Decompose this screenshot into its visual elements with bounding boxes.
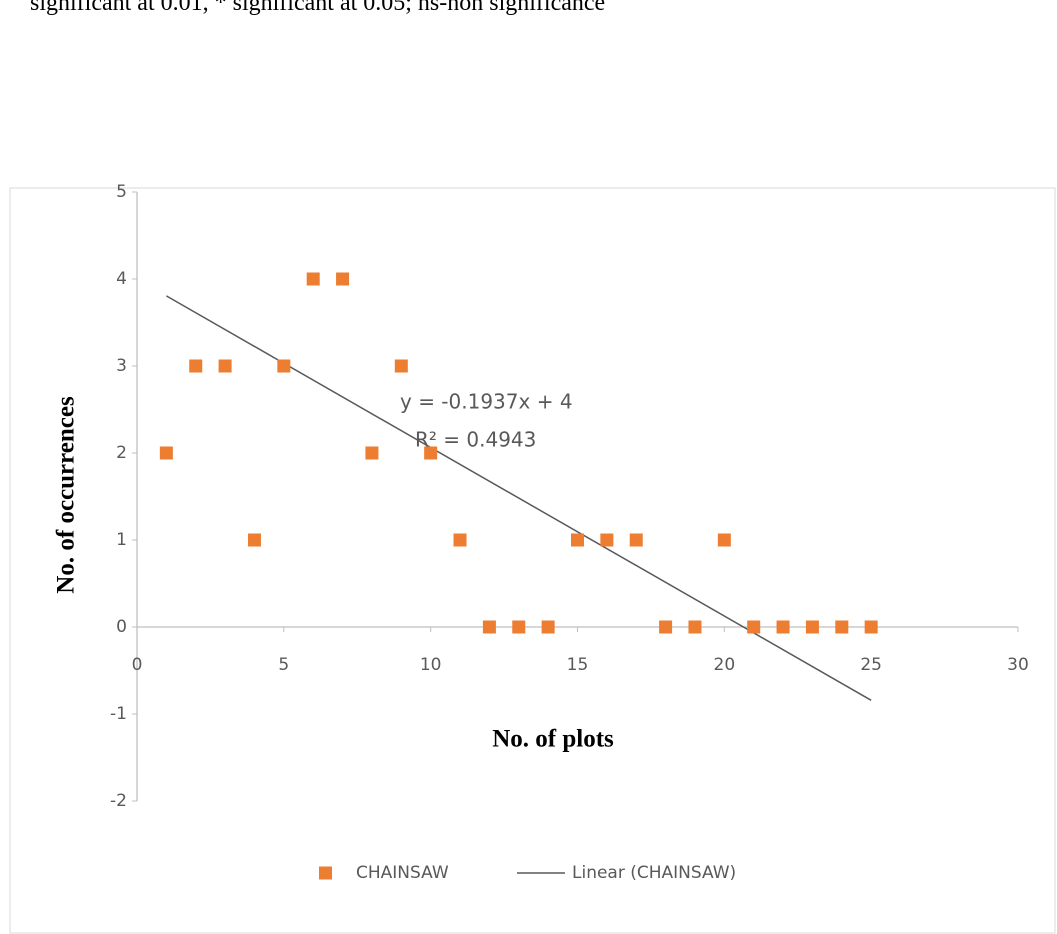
point <box>600 533 614 547</box>
point <box>306 272 320 286</box>
point <box>424 446 438 460</box>
y-tick-label: 4 <box>116 269 127 289</box>
point <box>688 620 702 634</box>
point <box>629 533 643 547</box>
y-tick-label: 1 <box>116 530 127 550</box>
point <box>541 620 555 634</box>
y-tick-label: 0 <box>116 617 127 637</box>
x-tick-label: 0 <box>132 655 143 675</box>
point <box>571 533 584 547</box>
legend-label: CHAINSAW <box>356 863 449 883</box>
point <box>189 359 203 373</box>
point <box>218 359 232 373</box>
point <box>776 620 790 634</box>
x-tick-label: 15 <box>567 655 589 675</box>
point <box>864 620 878 634</box>
x-tick-label: 25 <box>860 655 882 675</box>
point <box>159 446 173 460</box>
point <box>747 620 761 634</box>
point <box>805 620 819 634</box>
legend-marker <box>319 866 332 880</box>
y-tick-label: 2 <box>116 443 127 463</box>
x-tick-label: 5 <box>278 655 289 675</box>
trendline-equation: y = -0.1937x + 4 <box>400 390 573 414</box>
point <box>717 533 731 547</box>
y-tick-label: 3 <box>116 356 127 376</box>
point <box>482 620 496 634</box>
chart-frame <box>9 187 1056 934</box>
x-tick-label: 30 <box>1007 655 1029 675</box>
point <box>247 533 261 547</box>
y-axis-title: No. of occurrences <box>53 396 80 594</box>
point <box>659 620 673 634</box>
point <box>512 620 526 634</box>
x-tick-label: 20 <box>714 655 736 675</box>
point <box>365 446 379 460</box>
point <box>336 272 350 286</box>
point <box>277 359 291 373</box>
legend-label: Linear (CHAINSAW) <box>572 863 736 883</box>
x-tick-label: 10 <box>420 655 442 675</box>
y-tick-label: -1 <box>110 704 127 724</box>
point <box>394 359 408 373</box>
point <box>835 620 849 634</box>
note-text: significant at 0.01, * significant at 0.… <box>30 0 605 16</box>
x-axis-title: No. of plots <box>492 726 614 753</box>
point <box>453 533 467 547</box>
y-tick-label: 5 <box>116 182 127 202</box>
y-tick-label: -2 <box>110 791 127 811</box>
